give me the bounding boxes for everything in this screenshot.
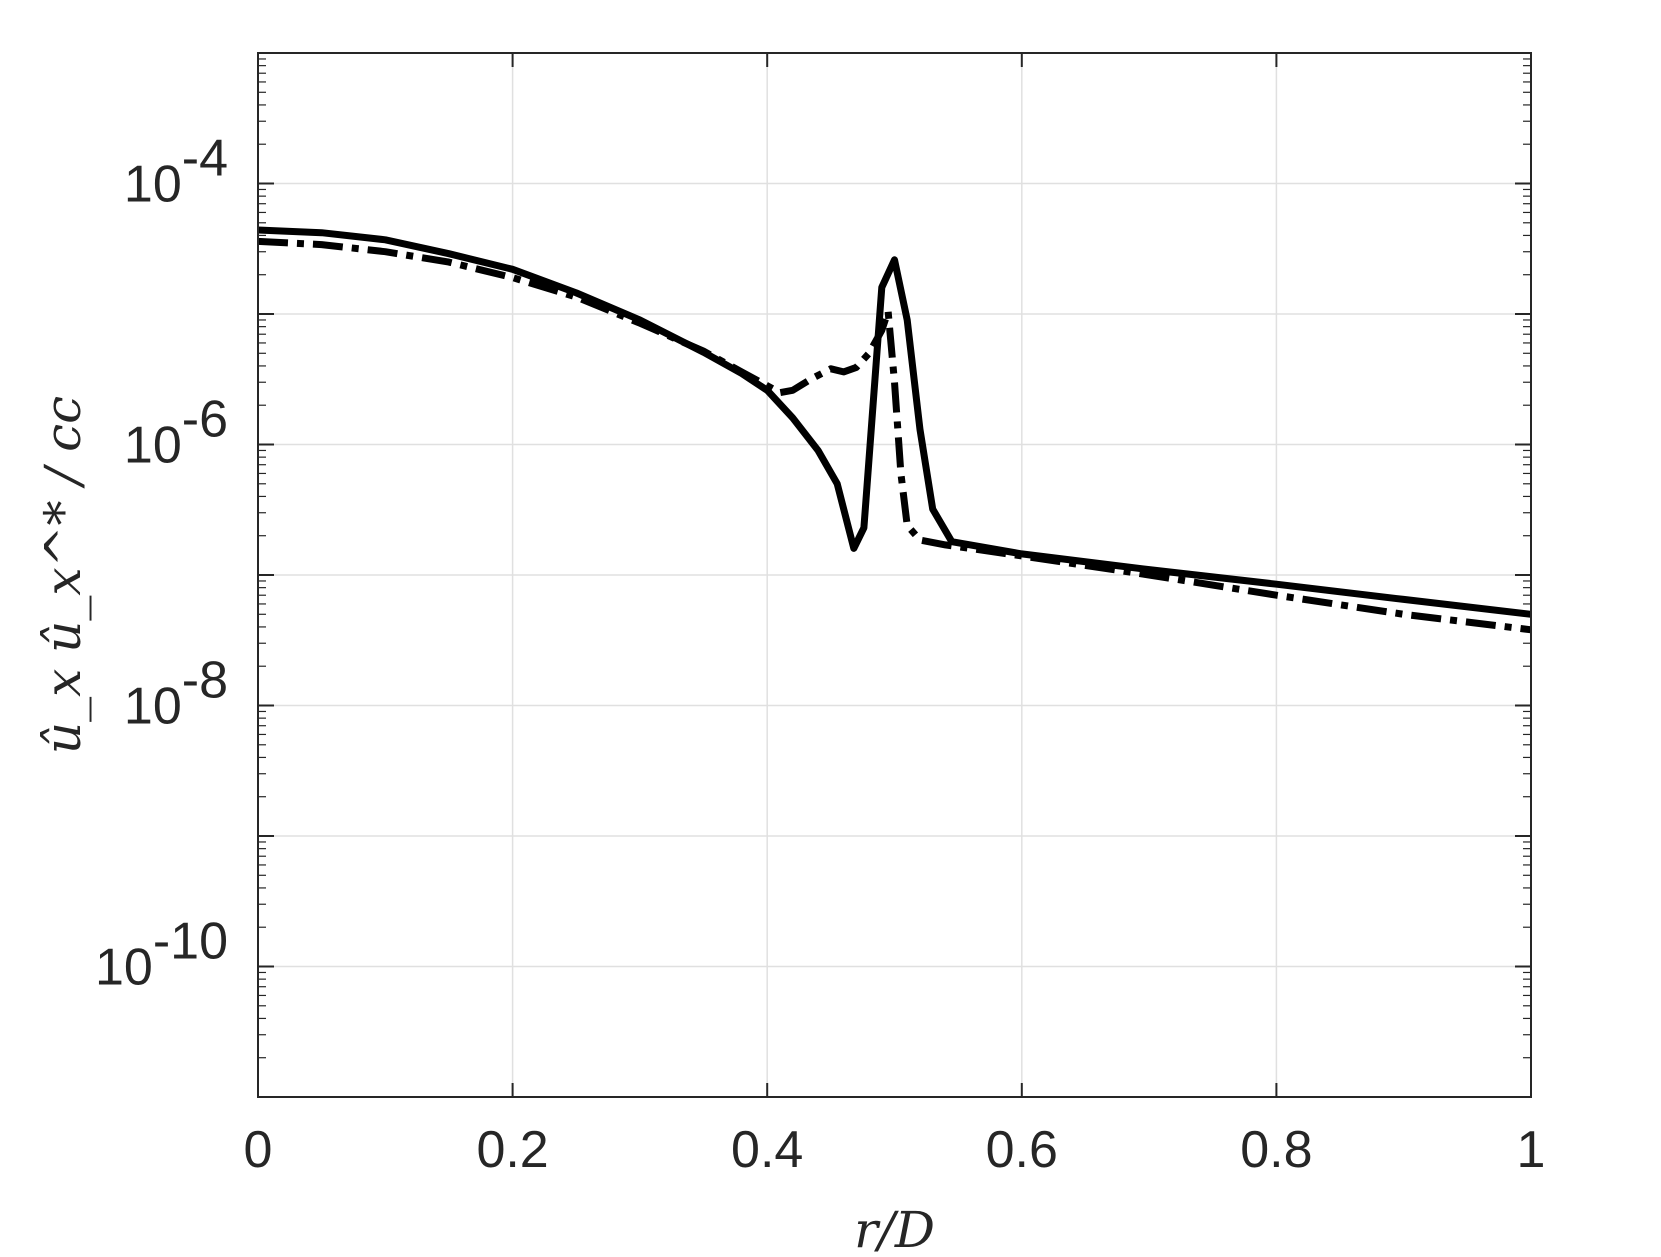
- y-tick-label-exponent: -4: [182, 130, 228, 188]
- series-line-solid: [257, 226, 1532, 618]
- y-tick-label-exponent: -8: [182, 652, 228, 710]
- x-axis-label: r/D: [854, 1201, 935, 1257]
- x-tick-label: 0: [244, 1121, 273, 1179]
- y-tick-label-base: 10: [124, 417, 182, 475]
- x-tick-label: 0.2: [476, 1121, 548, 1179]
- y-tick-label-base: 10: [124, 678, 182, 736]
- y-tick-label-exponent: -6: [182, 391, 228, 449]
- y-tick-label-base: 10: [124, 156, 182, 214]
- x-tick-label: 0.6: [986, 1121, 1058, 1179]
- y-tick-label-exponent: -10: [153, 913, 228, 971]
- minor-ticks: [258, 58, 1531, 1059]
- grid: [258, 53, 1531, 1097]
- y-tick-label-base: 10: [95, 939, 153, 997]
- series-layer: [257, 226, 1532, 634]
- x-tick-label: 0.4: [731, 1121, 803, 1179]
- x-ticks: 0 0.2 0.4 0.6 0.8 1: [244, 53, 1546, 1179]
- y-tick-label: 10 -6: [124, 391, 228, 475]
- y-axis-label: û_x û_x^* / cc: [34, 396, 92, 754]
- y-tick-label: 10 -4: [124, 130, 228, 214]
- series-line-dashdot: [257, 237, 1532, 634]
- y-tick-label: 10 -8: [124, 652, 228, 736]
- x-tick-label: 0.8: [1240, 1121, 1312, 1179]
- y-tick-label: 10 -10: [95, 913, 228, 997]
- x-tick-label: 1: [1517, 1121, 1546, 1179]
